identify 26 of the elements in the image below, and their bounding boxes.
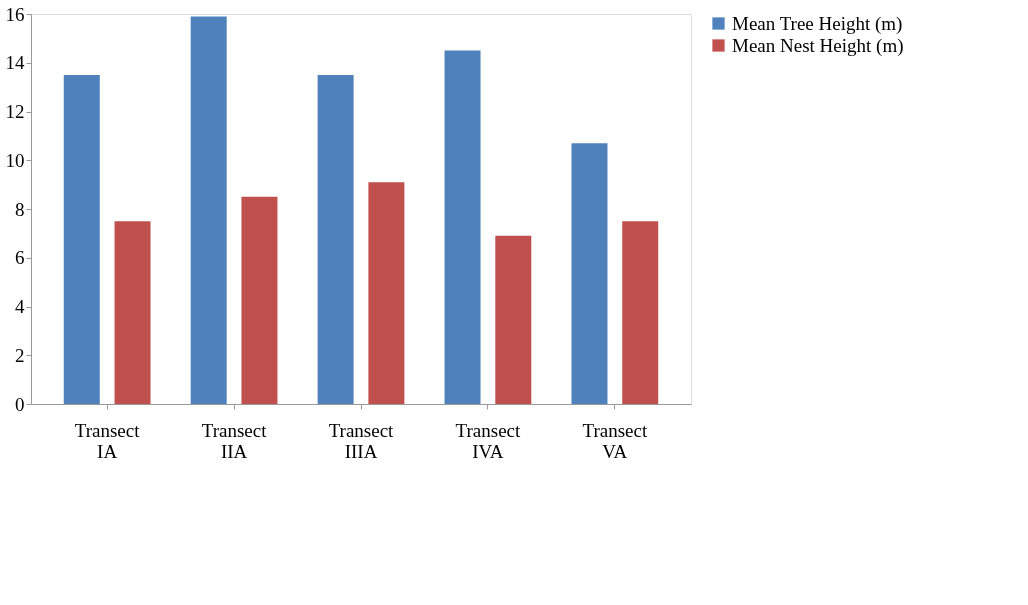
legend-label: Mean Tree Height (m)	[732, 12, 903, 35]
x-tick-label: Transect IVA	[455, 419, 522, 462]
y-tick-label: 10	[5, 149, 25, 171]
x-tick-label: Transect IIIA	[328, 419, 395, 462]
x-tick-label: Transect VA	[582, 419, 648, 462]
x-tick-label: Transect IA	[74, 419, 141, 462]
y-tick-label: 2	[15, 344, 25, 366]
bar	[241, 196, 278, 404]
bar	[317, 74, 354, 404]
y-tick-label: 12	[5, 101, 25, 122]
bar	[495, 235, 532, 404]
y-tick-label: 8	[15, 198, 25, 220]
y-tick-label: 14	[5, 52, 25, 74]
y-tick-label: 4	[15, 296, 25, 317]
bar	[571, 143, 608, 404]
y-tick-label: 6	[15, 247, 25, 269]
y-tick-label: 16	[5, 3, 25, 25]
legend-label: Mean Nest Height (m)	[732, 34, 904, 57]
bar	[114, 221, 151, 404]
bar	[63, 74, 100, 404]
bar	[190, 16, 227, 404]
x-tick-label: Transect IIA	[201, 419, 268, 462]
bar	[368, 182, 405, 404]
y-tick-label: 0	[15, 393, 25, 415]
bar	[444, 50, 481, 404]
bar	[622, 221, 659, 404]
